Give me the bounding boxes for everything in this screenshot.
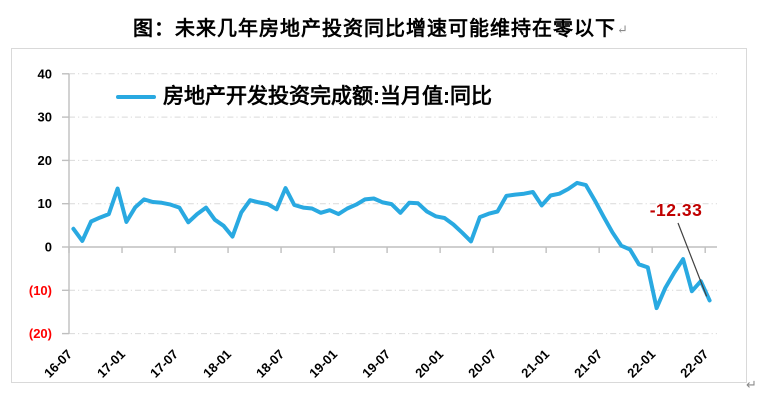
x-tick-label: 18-07 <box>253 347 287 381</box>
paragraph-return-icon-bottom: ↵ <box>746 377 757 392</box>
x-tick-label: 19-01 <box>306 347 340 381</box>
y-tick-label: 10 <box>38 196 52 211</box>
chart-legend: 房地产开发投资完成额:当月值:同比 <box>116 85 492 109</box>
y-tick-label: 40 <box>38 66 52 81</box>
chart-title-text: 图：未来几年房地产投资同比增速可能维持在零以下 <box>133 18 617 40</box>
x-tick-label: 17-01 <box>94 347 128 381</box>
paragraph-return-icon: ↵ <box>617 22 629 37</box>
x-tick-label: 22-01 <box>624 347 658 381</box>
legend-label: 房地产开发投资完成额:当月值:同比 <box>163 85 492 108</box>
x-tick-label: 19-07 <box>359 347 393 381</box>
x-tick-label: 16-07 <box>41 347 75 381</box>
x-tick-label: 18-01 <box>200 347 234 381</box>
chart-title: 图：未来几年房地产投资同比增速可能维持在零以下↵ <box>0 12 762 41</box>
y-tick-label: 0 <box>45 240 52 255</box>
legend-line-sample <box>116 94 156 100</box>
chart-svg: 40 30 20 10 0 (10) (20) 16-07 17-01 17-07 18-01 18-… <box>29 66 717 381</box>
annotation-leader-line <box>677 222 708 297</box>
chart-frame: 40 30 20 10 0 (10) (20) 16-07 17-01 17-07 18-01 18-… <box>11 48 747 383</box>
y-tick-label: (10) <box>29 283 52 298</box>
x-tick-label: 21-01 <box>518 347 552 381</box>
y-tick-label: (20) <box>29 326 52 341</box>
x-tick-label: 22-07 <box>677 347 711 381</box>
series-line <box>71 180 712 311</box>
data-label-annotation: -12.33 <box>649 200 703 220</box>
x-tick-label: 21-07 <box>571 347 605 381</box>
y-tick-label: 20 <box>38 153 52 168</box>
y-tick-label: 30 <box>38 110 52 125</box>
x-tick-label: 20-01 <box>412 347 446 381</box>
x-tick-label: 20-07 <box>465 347 499 381</box>
x-tick-label: 17-07 <box>147 347 181 381</box>
